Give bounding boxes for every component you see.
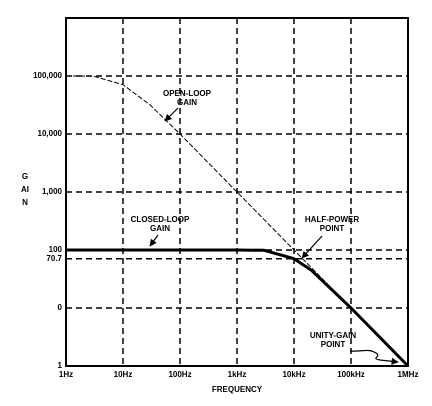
y-tick-label: 100,000 <box>33 71 62 80</box>
annotation: GAIN <box>150 224 170 233</box>
x-tick-label: 1kHz <box>228 370 247 379</box>
y-tick-label: 10,000 <box>38 129 63 138</box>
x-tick-label: 1MHz <box>398 370 419 379</box>
arrow <box>149 234 159 247</box>
plot-frame <box>65 17 409 367</box>
annotation: POINT <box>321 340 346 349</box>
annotation: CLOSED-LOOP <box>131 215 190 224</box>
annotation: POINT <box>320 224 345 233</box>
arrow <box>301 235 323 259</box>
annotation: OPEN-LOOP <box>163 89 212 98</box>
arrow <box>349 349 399 365</box>
y-tick-label: 1 <box>58 361 63 370</box>
y-axis-label: GAIN <box>21 172 29 207</box>
annotation: GAIN <box>177 98 197 107</box>
x-tick-label: 10Hz <box>114 370 133 379</box>
x-tick-label: 100Hz <box>168 370 191 379</box>
y-tick-label: 70.7 <box>46 254 62 263</box>
y-tick-label: 0 <box>58 303 63 312</box>
y-tick-label: 100 <box>49 245 63 254</box>
series-line <box>66 248 410 368</box>
annotation: UNITY-GAIN <box>310 331 356 340</box>
series <box>65 75 410 368</box>
y-tick-label: 1,000 <box>42 187 63 196</box>
arrow <box>164 107 179 122</box>
x-tick-label: 10kHz <box>282 370 305 379</box>
x-tick-label: 1Hz <box>59 370 73 379</box>
annotation: HALF-POWER <box>305 215 359 224</box>
x-tick-label: 100kHz <box>337 370 365 379</box>
x-axis-label: FREQUENCY <box>212 385 263 394</box>
